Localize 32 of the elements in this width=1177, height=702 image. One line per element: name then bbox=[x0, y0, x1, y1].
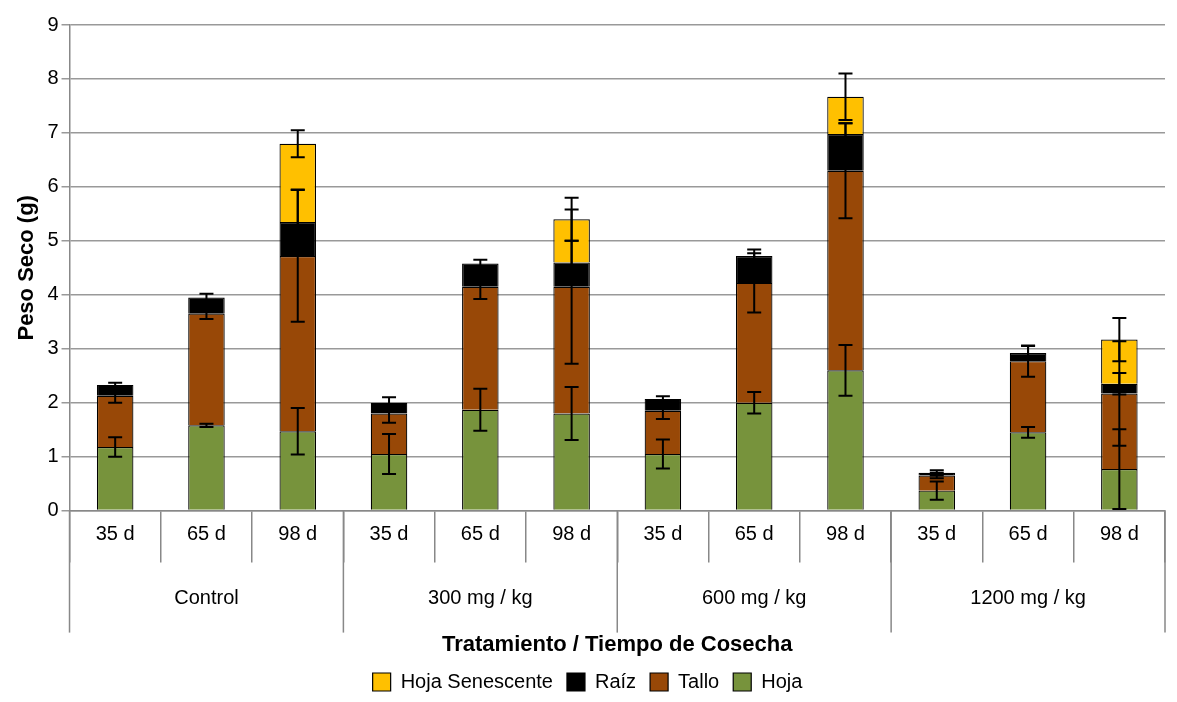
legend-label: Raíz bbox=[594, 669, 637, 692]
y-tick-label: 1 bbox=[47, 444, 59, 467]
legend-label: Tallo bbox=[678, 669, 720, 692]
x-tick-label: 65 d bbox=[1008, 522, 1048, 545]
legend-label: Hoja Senescente bbox=[400, 669, 553, 692]
x-tick-label: 98 d bbox=[278, 522, 318, 545]
y-tick-label: 2 bbox=[47, 390, 59, 413]
x-tick-label: 98 d bbox=[552, 522, 592, 545]
legend-label: Hoja bbox=[761, 669, 804, 692]
x-tick-label: 65 d bbox=[460, 522, 500, 545]
text: 1200 mg / kg bbox=[970, 586, 1086, 609]
y-tick-label: 6 bbox=[47, 174, 59, 197]
y-tick-label: 8 bbox=[47, 66, 59, 89]
y-tick-label: 5 bbox=[47, 228, 59, 251]
y-tick-label: 3 bbox=[47, 336, 59, 359]
x-axis-title: Tratamiento / Tiempo de Cosecha bbox=[442, 630, 794, 656]
x-tick-label: 65 d bbox=[186, 522, 226, 545]
x-tick-label: 35 d bbox=[95, 522, 135, 545]
x-tick-label: 35 d bbox=[917, 522, 957, 545]
x-tick-label: 98 d bbox=[826, 522, 865, 545]
y-tick-label: 0 bbox=[47, 498, 59, 521]
text: Control bbox=[174, 586, 239, 609]
y-tick-label: 4 bbox=[47, 282, 59, 305]
x-tick-label: 35 d bbox=[369, 522, 409, 545]
y-tick-label: 9 bbox=[47, 12, 59, 35]
y-tick-label: 7 bbox=[47, 120, 59, 143]
x-tick-label: 65 d bbox=[734, 522, 774, 545]
text: 300 mg / kg bbox=[428, 586, 533, 609]
x-tick-label: 98 d bbox=[1099, 522, 1139, 545]
x-tick-label: 35 d bbox=[643, 522, 683, 545]
y-axis-title: Peso Seco (g) bbox=[13, 195, 39, 341]
text: 600 mg / kg bbox=[701, 586, 807, 609]
